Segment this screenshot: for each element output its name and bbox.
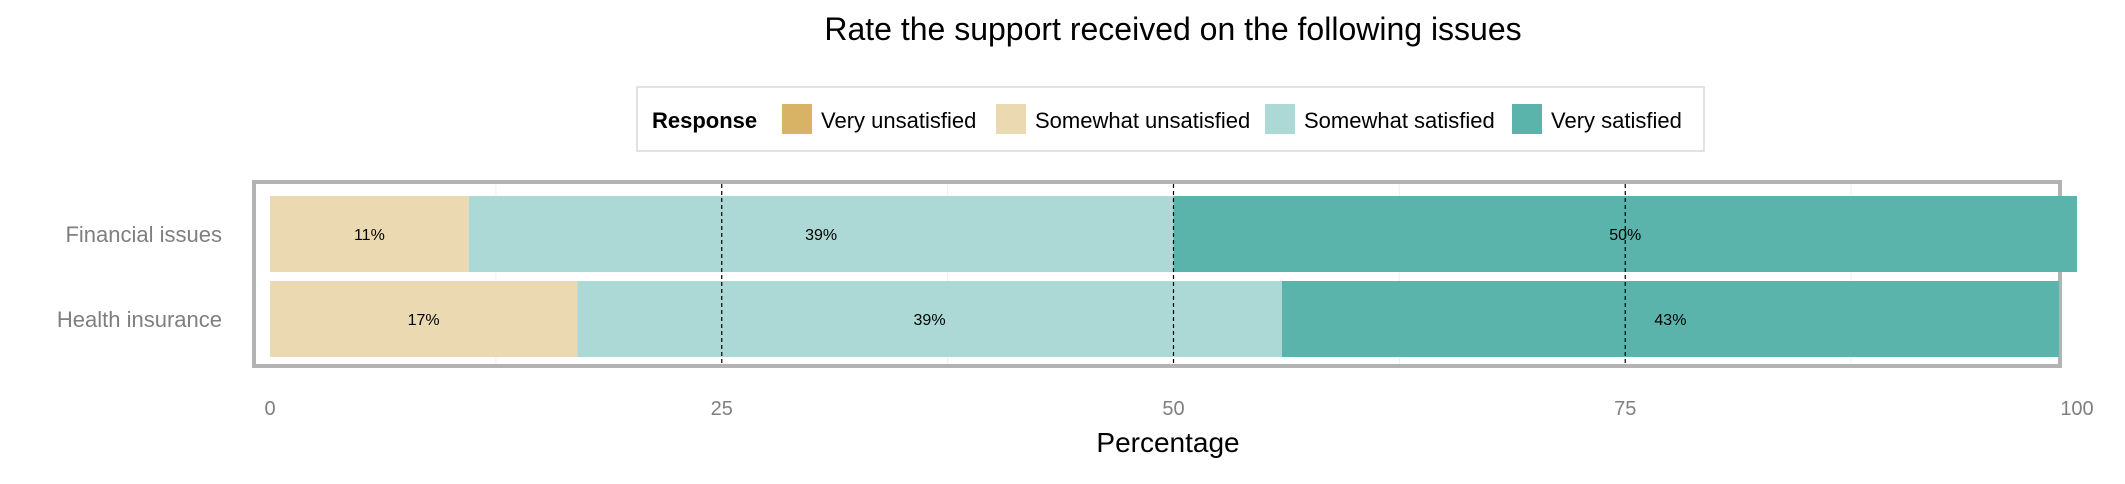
data-label-financial-issues-very-satisfied: 50% <box>1609 227 1641 244</box>
category-label-financial-issues: Financial issues <box>65 222 222 247</box>
legend-title: Response <box>652 108 757 133</box>
legend-item-very-satisfied: Very satisfied <box>1512 104 1682 134</box>
data-label-health-insurance-very-satisfied: 43% <box>1654 312 1686 329</box>
bar-health-insurance-very-satisfied <box>1281 281 2059 357</box>
legend-item-somewhat-unsatisfied: Somewhat unsatisfied <box>996 104 1250 134</box>
data-label-financial-issues-somewhat-satisfied: 39% <box>805 227 837 244</box>
legend-swatch-somewhat-unsatisfied <box>996 104 1026 134</box>
x-tick-label-0: 0 <box>264 398 275 420</box>
legend-label-somewhat-unsatisfied: Somewhat unsatisfied <box>1035 108 1250 133</box>
legend-swatch-very-unsatisfied <box>782 104 812 134</box>
data-label-financial-issues-somewhat-unsatisfied: 11% <box>354 227 385 244</box>
x-axis-title: Percentage <box>1096 427 1239 458</box>
plot-area: 11% 39% 50% 17% 39% 43% <box>252 180 2077 368</box>
x-tick-label-50: 50 <box>1162 398 1184 420</box>
category-label-health-insurance: Health insurance <box>57 307 222 332</box>
bar-health-insurance-somewhat-unsatisfied <box>270 281 578 357</box>
data-label-health-insurance-somewhat-unsatisfied: 17% <box>408 312 440 329</box>
bar-health-insurance-somewhat-satisfied <box>577 281 1282 357</box>
bar-financial-issues-somewhat-satisfied <box>468 196 1174 272</box>
legend-label-very-satisfied: Very satisfied <box>1551 108 1682 133</box>
legend-label-somewhat-satisfied: Somewhat satisfied <box>1304 108 1495 133</box>
legend-item-somewhat-satisfied: Somewhat satisfied <box>1265 104 1495 134</box>
chart-title: Rate the support received on the followi… <box>824 11 1521 47</box>
data-label-health-insurance-somewhat-satisfied: 39% <box>914 312 946 329</box>
legend-swatch-very-satisfied <box>1512 104 1542 134</box>
bar-financial-issues-somewhat-unsatisfied <box>270 196 469 272</box>
x-tick-label-75: 75 <box>1614 398 1636 420</box>
legend-item-very-unsatisfied: Very unsatisfied <box>782 104 976 134</box>
legend-label-very-unsatisfied: Very unsatisfied <box>821 108 976 133</box>
x-tick-label-25: 25 <box>711 398 733 420</box>
legend-swatch-somewhat-satisfied <box>1265 104 1295 134</box>
x-tick-label-100: 100 <box>2060 398 2093 420</box>
legend: Response Very unsatisfied Somewhat unsati… <box>636 86 1705 152</box>
